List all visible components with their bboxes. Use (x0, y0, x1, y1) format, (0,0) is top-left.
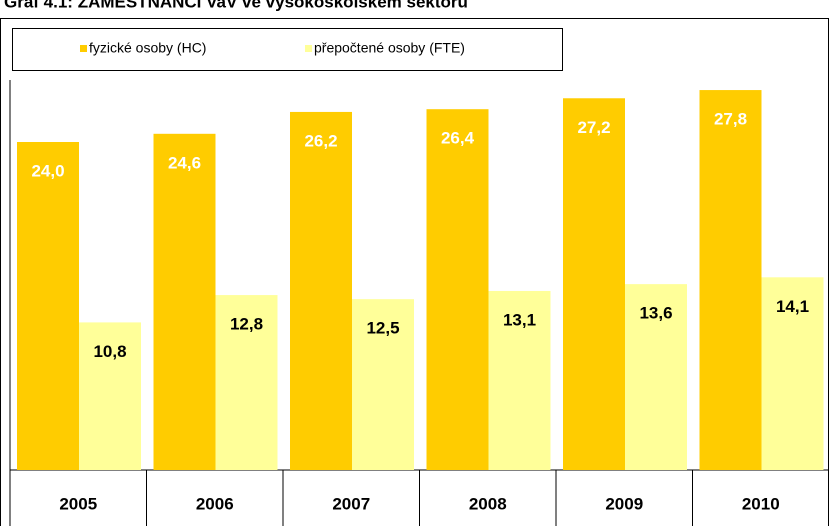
data-label: 12,5 (366, 319, 399, 338)
bar (426, 109, 489, 470)
x-tick-label: 2009 (605, 494, 643, 513)
data-label: 27,8 (714, 110, 747, 129)
data-label: 26,2 (304, 131, 337, 150)
data-label: 26,4 (441, 129, 475, 148)
bar (352, 299, 414, 470)
x-tick-label: 2006 (196, 494, 234, 513)
bar (625, 284, 687, 470)
legend-label: fyzické osoby (HC) (89, 40, 206, 56)
data-label: 10,8 (93, 342, 126, 361)
data-label: 24,6 (168, 153, 201, 172)
legend-label: přepočtené osoby (FTE) (314, 40, 465, 56)
bar (153, 133, 216, 471)
bar (215, 295, 278, 470)
data-label: 14,1 (776, 297, 809, 316)
bar (488, 290, 551, 470)
x-tick-label: 2008 (469, 494, 507, 513)
bar (17, 142, 79, 470)
data-label: 27,2 (577, 118, 610, 137)
chart-title: Graf 4.1: ZAMĚSTNANCI VaV ve vysokoškols… (4, 0, 468, 11)
x-tick-label: 2005 (59, 494, 97, 513)
data-label: 12,8 (230, 315, 263, 334)
bar (699, 90, 762, 471)
bar (79, 322, 141, 470)
data-label: 13,1 (503, 310, 536, 329)
legend-box (12, 28, 563, 71)
bar (290, 111, 352, 470)
x-tick-label: 2010 (742, 494, 780, 513)
bar (761, 277, 824, 470)
x-tick-label: 2007 (332, 494, 370, 513)
legend-swatch (305, 45, 312, 52)
legend-swatch (80, 45, 87, 52)
data-label: 24,0 (31, 161, 64, 180)
bar (563, 98, 625, 471)
data-label: 13,6 (639, 304, 672, 323)
